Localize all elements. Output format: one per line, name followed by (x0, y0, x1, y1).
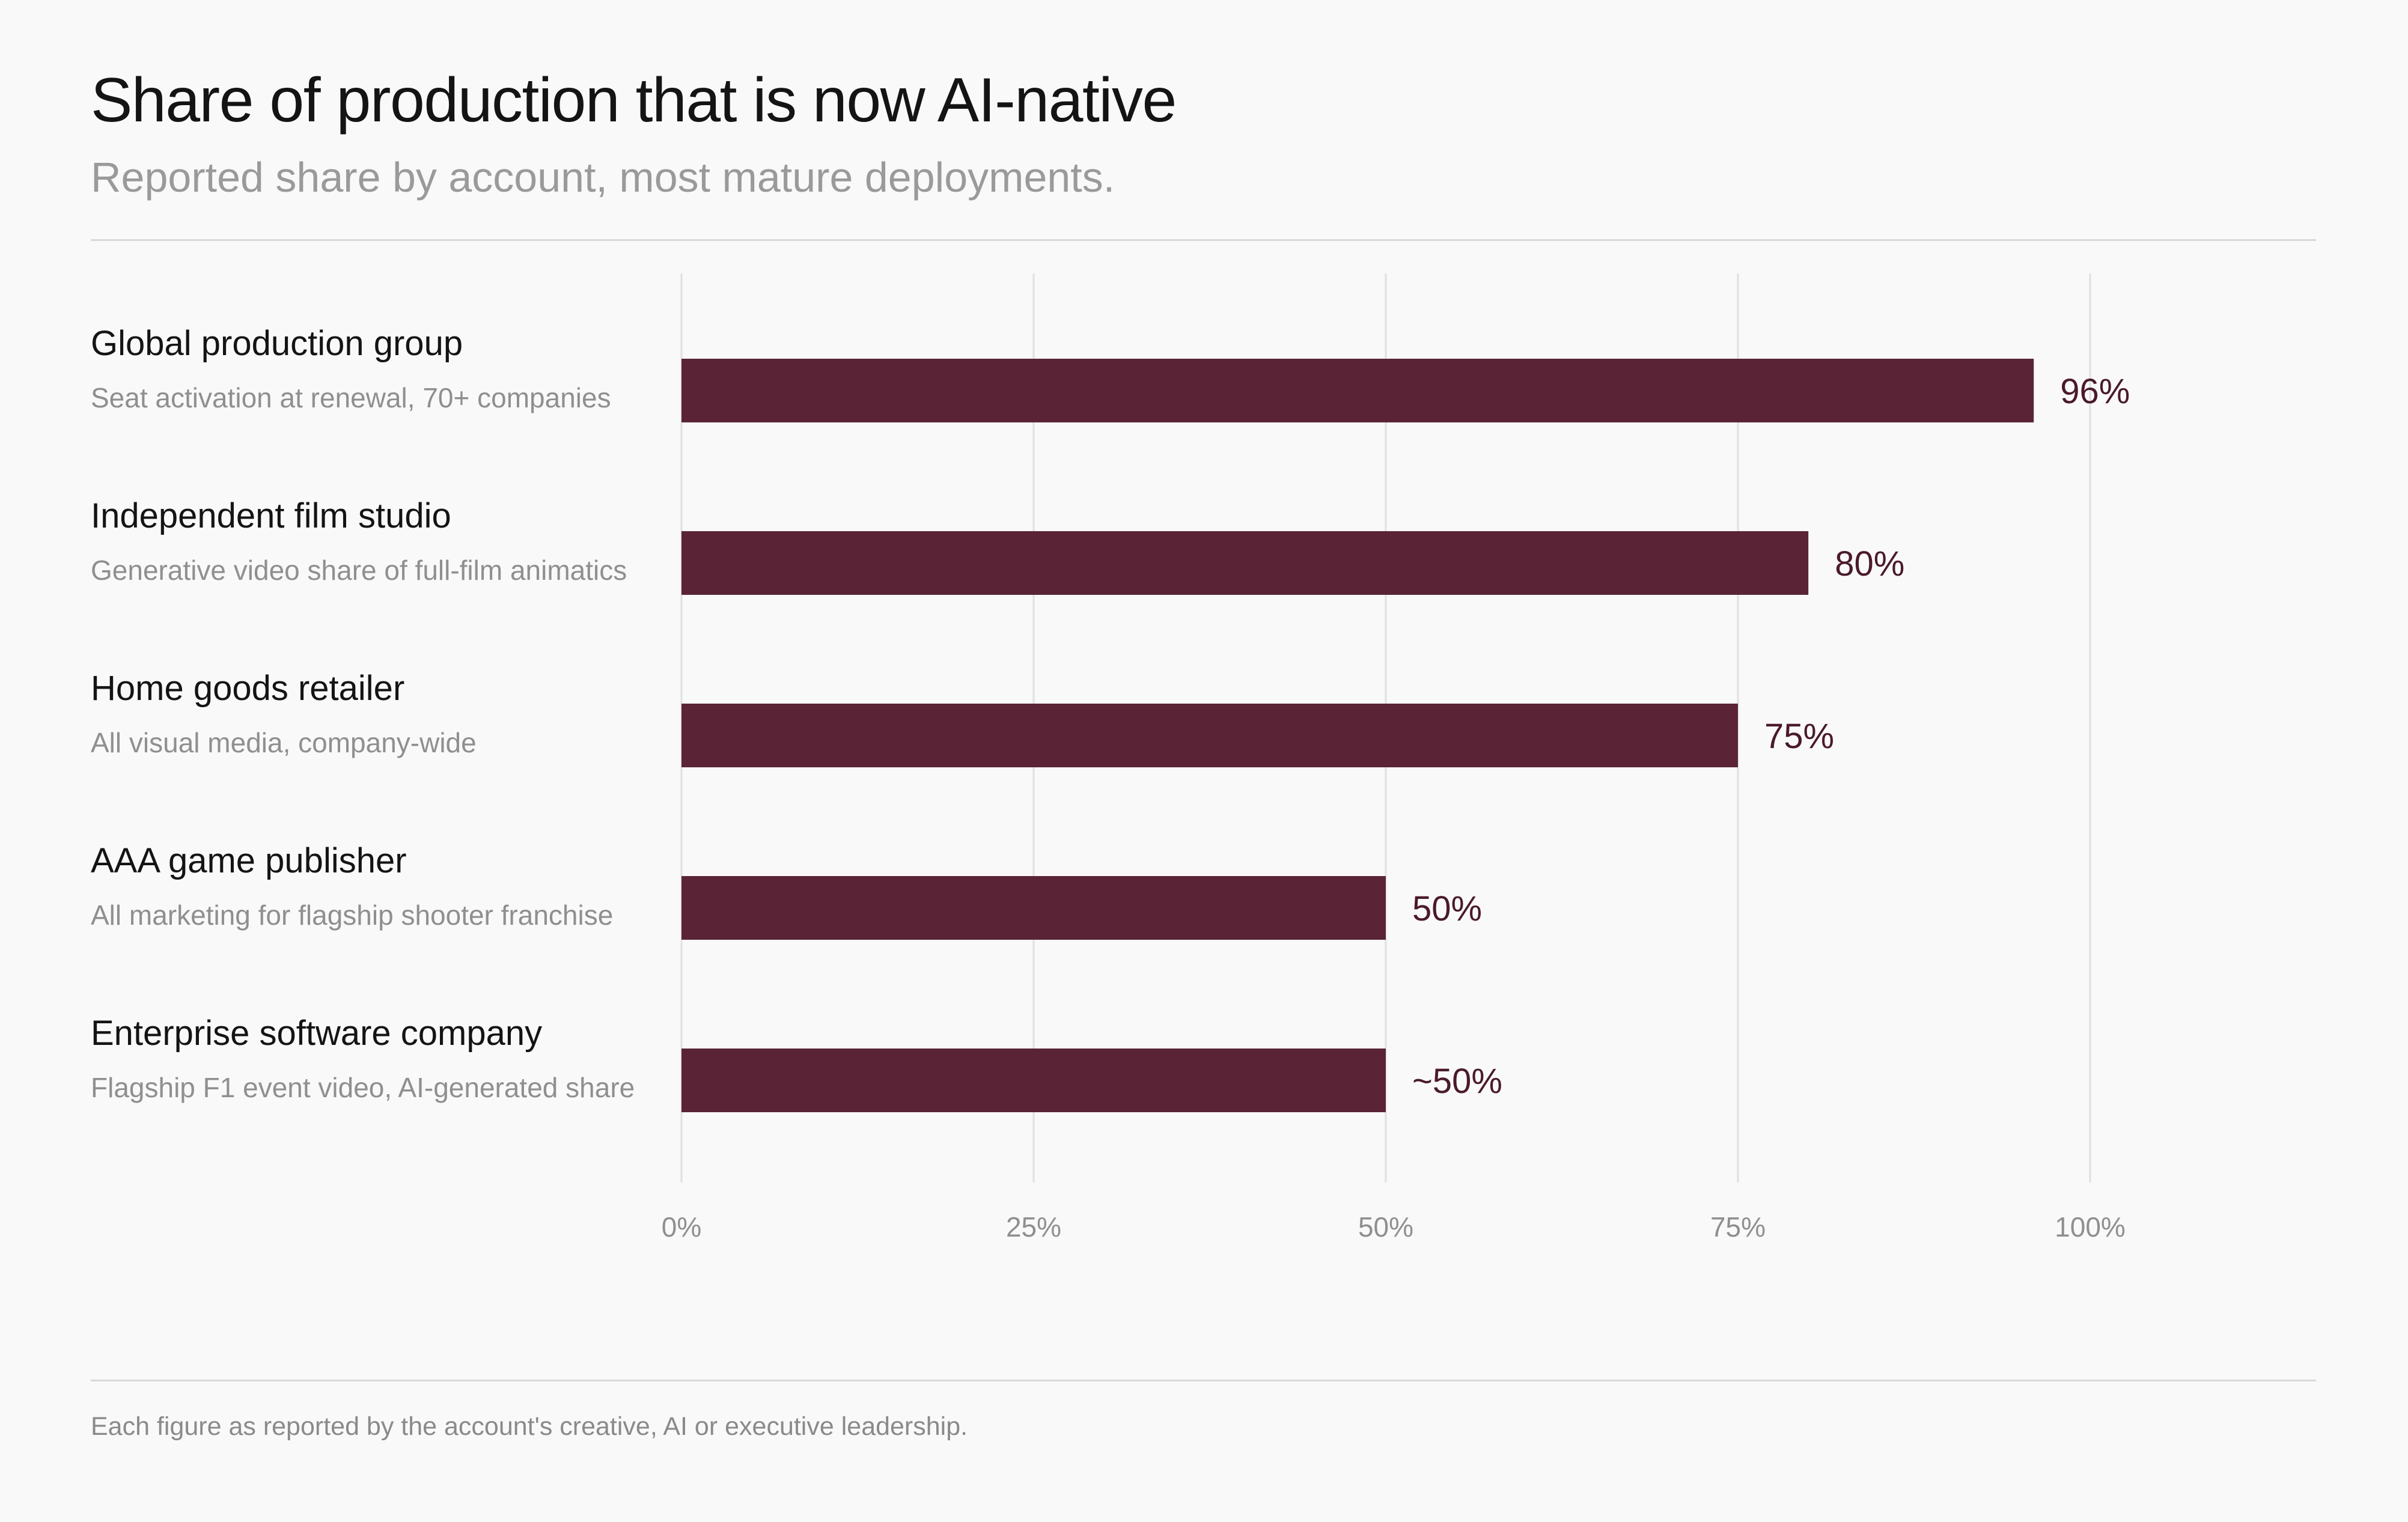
category-label: AAA game publisher (91, 841, 407, 880)
category-description: Flagship F1 event video, AI-generated sh… (91, 1072, 635, 1103)
category-description: Seat activation at renewal, 70+ companie… (91, 382, 611, 413)
bar-value-label: 50% (1412, 889, 1482, 928)
x-tick-label: 0% (662, 1211, 701, 1243)
bar-value-label: ~50% (1412, 1062, 1502, 1101)
x-tick-label: 100% (2055, 1211, 2126, 1243)
category-label: Global production group (91, 324, 463, 363)
chart-title: Share of production that is now AI-nativ… (91, 65, 1177, 135)
x-tick-label: 50% (1358, 1211, 1413, 1243)
bar (681, 1049, 1386, 1112)
x-tick-label: 25% (1006, 1211, 1061, 1243)
chart-subtitle: Reported share by account, most mature d… (91, 154, 1115, 201)
bar-value-label: 96% (2060, 372, 2130, 411)
footer-divider (91, 1380, 2316, 1381)
category-label: Home goods retailer (91, 669, 405, 708)
category-description: Generative video share of full-film anim… (91, 555, 627, 586)
header-divider (91, 239, 2316, 241)
bar (681, 876, 1386, 940)
chart-footnote: Each figure as reported by the account's… (91, 1412, 968, 1441)
category-description: All marketing for flagship shooter franc… (91, 900, 614, 931)
bar-value-label: 80% (1835, 544, 1904, 583)
bar (681, 531, 1809, 595)
category-description: All visual media, company-wide (91, 727, 477, 758)
bar (681, 704, 1738, 767)
bar-value-label: 75% (1764, 717, 1834, 756)
category-label: Enterprise software company (91, 1014, 543, 1053)
x-tick-label: 75% (1710, 1211, 1766, 1243)
category-label: Independent film studio (91, 496, 451, 535)
bar (681, 359, 2034, 422)
